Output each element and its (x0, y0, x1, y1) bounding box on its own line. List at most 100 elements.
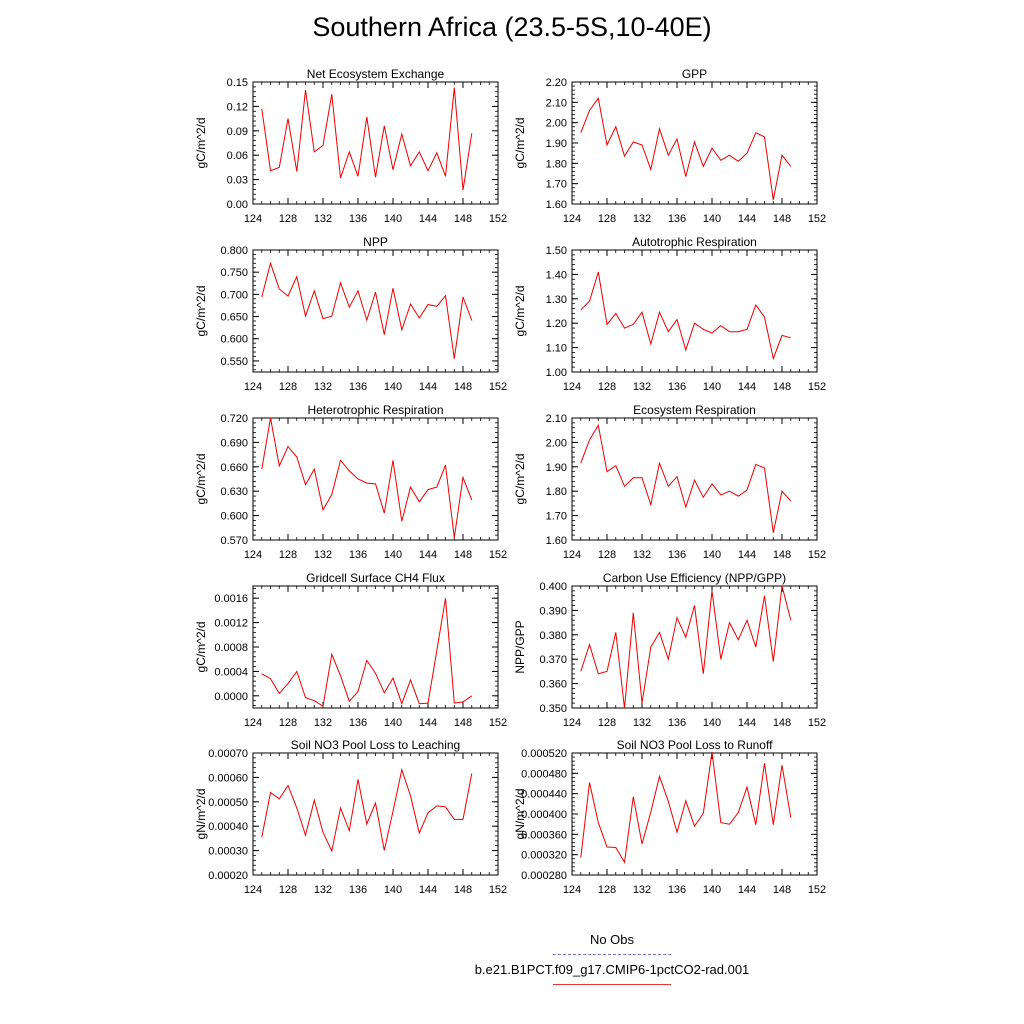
x-tick-label: 124 (563, 717, 581, 729)
x-tick-label: 144 (738, 884, 756, 896)
x-tick-label: 128 (598, 549, 616, 561)
y-axis-label: gC/m^2/d (513, 286, 527, 337)
panel-carbon-use-efficiency-npp-gpp: Carbon Use Efficiency (NPP/GPP) NPP/GPP 12… (513, 571, 826, 729)
y-tick-label: 0.360 (539, 679, 567, 691)
y-tick-label: 0.0012 (214, 618, 248, 630)
y-tick-label: 0.000480 (521, 768, 567, 780)
x-tick-label: 144 (738, 549, 756, 561)
y-tick-label: 1.80 (546, 486, 567, 498)
panel-autotrophic-respiration: Autotrophic Respiration gC/m^2/d 124 128 132… (513, 235, 826, 393)
x-tick-label: 136 (349, 717, 367, 729)
x-tick-label: 136 (349, 884, 367, 896)
x-tick-label: 132 (314, 213, 332, 225)
plot-frame (571, 417, 818, 541)
panel-net-ecosystem-exchange: Net Ecosystem Exchange gC/m^2/d 124 128 132 1… (194, 67, 507, 225)
panel-title: GPP (682, 67, 707, 81)
x-tick-label: 132 (633, 717, 651, 729)
panel-title: Soil NO3 Pool Loss to Runoff (617, 738, 774, 752)
y-tick-label: 0.650 (220, 312, 248, 324)
y-tick-label: 0.0016 (214, 593, 248, 605)
x-tick-label: 128 (279, 717, 297, 729)
y-axis-label: gC/m^2/d (194, 118, 208, 169)
x-tick-label: 128 (598, 717, 616, 729)
x-tick-label: 140 (384, 381, 402, 393)
x-tick-label: 144 (738, 213, 756, 225)
y-tick-label: 1.90 (546, 462, 567, 474)
y-tick-label: 2.00 (546, 118, 567, 130)
x-tick-label: 136 (668, 549, 686, 561)
legend-label-model-run: b.e21.B1PCT.f09_g17.CMIP6-1pctCO2-rad.00… (474, 962, 750, 977)
x-tick-label: 144 (419, 549, 437, 561)
x-tick-label: 140 (703, 213, 721, 225)
x-tick-label: 152 (808, 213, 826, 225)
x-tick-label: 136 (349, 213, 367, 225)
series-line (580, 585, 792, 709)
x-tick-label: 124 (563, 213, 581, 225)
y-tick-label: 0.000320 (521, 850, 567, 862)
x-tick-label: 148 (454, 549, 472, 561)
x-tick-label: 152 (489, 717, 507, 729)
panel-title: Autotrophic Respiration (632, 235, 757, 249)
y-tick-label: 2.20 (546, 77, 567, 89)
x-tick-label: 144 (419, 717, 437, 729)
y-tick-label: 0.0004 (214, 666, 248, 678)
x-tick-label: 128 (279, 884, 297, 896)
panel-title: Carbon Use Efficiency (NPP/GPP) (603, 571, 786, 585)
y-tick-label: 1.50 (546, 245, 567, 257)
x-tick-label: 124 (244, 549, 262, 561)
x-tick-label: 124 (244, 884, 262, 896)
x-tick-label: 152 (808, 549, 826, 561)
y-axis-label: gC/m^2/d (194, 454, 208, 505)
y-axis-label: gN/m^2/d (194, 789, 208, 840)
x-tick-label: 140 (703, 381, 721, 393)
x-tick-label: 132 (314, 381, 332, 393)
y-tick-label: 0.000280 (521, 870, 567, 882)
plot-frame (571, 249, 818, 373)
y-tick-label: 0.630 (220, 486, 248, 498)
y-tick-label: 0.00050 (208, 797, 248, 809)
plot-frame (252, 417, 499, 541)
panel-title: Ecosystem Respiration (633, 403, 756, 417)
x-tick-label: 140 (703, 717, 721, 729)
x-tick-label: 152 (489, 381, 507, 393)
legend-line-model-run (553, 984, 671, 985)
y-tick-label: 0.0000 (214, 691, 248, 703)
y-tick-label: 0.00030 (208, 846, 248, 858)
y-axis-label: NPP/GPP (513, 620, 527, 673)
x-tick-label: 140 (384, 717, 402, 729)
x-tick-label: 124 (563, 884, 581, 896)
x-tick-label: 128 (598, 213, 616, 225)
y-tick-label: 0.370 (539, 654, 567, 666)
series-line (261, 87, 473, 191)
x-tick-label: 144 (419, 381, 437, 393)
x-tick-label: 132 (314, 717, 332, 729)
x-tick-label: 132 (633, 381, 651, 393)
y-tick-label: 2.00 (546, 437, 567, 449)
y-tick-label: 1.90 (546, 138, 567, 150)
x-tick-label: 148 (454, 213, 472, 225)
y-axis-label: gC/m^2/d (194, 286, 208, 337)
x-tick-label: 128 (598, 884, 616, 896)
plot-frame (252, 81, 499, 205)
x-tick-label: 136 (349, 549, 367, 561)
x-tick-label: 148 (773, 381, 791, 393)
x-tick-label: 140 (703, 884, 721, 896)
y-axis-label: gC/m^2/d (513, 454, 527, 505)
x-tick-label: 136 (668, 884, 686, 896)
x-tick-label: 124 (563, 381, 581, 393)
x-tick-label: 128 (279, 381, 297, 393)
x-tick-label: 136 (668, 717, 686, 729)
series-line (261, 598, 473, 708)
y-tick-label: 0.390 (539, 605, 567, 617)
panel-heterotrophic-respiration: Heterotrophic Respiration gC/m^2/d 124 128 1… (194, 403, 507, 561)
x-tick-label: 124 (563, 549, 581, 561)
x-tick-label: 128 (279, 213, 297, 225)
y-tick-label: 0.0008 (214, 642, 248, 654)
y-tick-label: 0.690 (220, 437, 248, 449)
x-tick-label: 140 (703, 549, 721, 561)
panel-title: Net Ecosystem Exchange (307, 67, 445, 81)
x-tick-label: 128 (279, 549, 297, 561)
y-tick-label: 1.20 (546, 318, 567, 330)
y-tick-label: 0.600 (220, 511, 248, 523)
